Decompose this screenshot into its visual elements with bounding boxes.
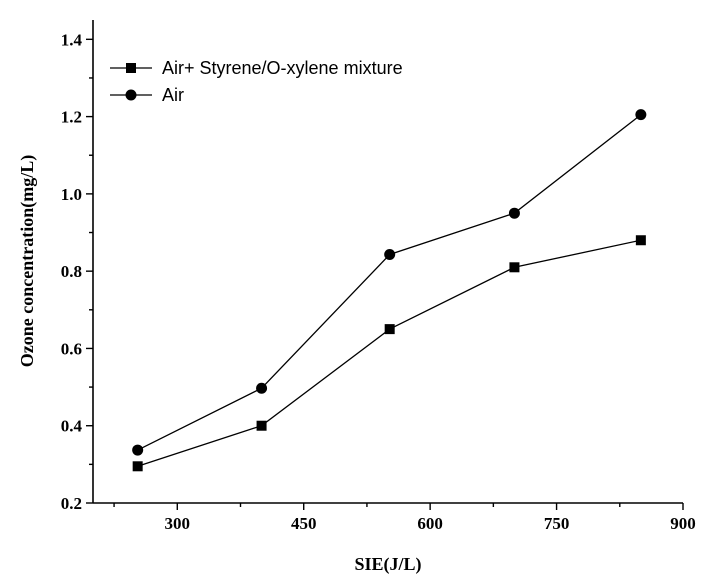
y-tick-label: 0.2 [61,494,82,513]
y-tick-label: 0.6 [61,339,82,358]
x-tick-label: 750 [544,514,570,533]
legend: Air+ Styrene/O-xylene mixture Air [110,58,403,105]
data-point-square [509,262,520,273]
x-tick-label: 300 [165,514,191,533]
y-tick-label: 1.0 [61,185,82,204]
legend-label: Air+ Styrene/O-xylene mixture [162,58,403,78]
y-tick-label: 0.8 [61,262,82,281]
data-point-square [635,235,646,246]
data-point-circle [384,249,396,261]
x-axis-title: SIE(J/L) [354,554,421,575]
x-tick-label: 600 [417,514,443,533]
x-tick-label: 450 [291,514,317,533]
x-axis-ticks: 300 450 600 750 900 [113,503,696,533]
y-tick-label: 1.2 [61,108,82,127]
y-tick-label: 0.4 [61,417,83,436]
plot-frame [92,20,683,504]
data-point-square [132,461,143,472]
y-axis-ticks: 0.2 0.4 0.6 0.8 1.0 1.2 1.4 [61,30,93,513]
legend-marker-circle [125,89,137,101]
data-point-circle [132,444,144,456]
legend-marker-square [126,63,136,73]
series-layer [132,109,647,472]
data-point-circle [508,207,520,219]
data-point-circle [256,382,268,394]
data-point-square [384,324,395,335]
data-point-square [256,420,267,431]
series-line-1 [137,239,642,467]
data-point-circle [635,109,647,121]
y-axis-title: Ozone concentration(mg/L) [17,155,38,367]
y-tick-label: 1.4 [61,30,83,49]
series-line-2 [137,114,642,451]
legend-label: Air [162,85,184,105]
x-tick-label: 900 [670,514,696,533]
